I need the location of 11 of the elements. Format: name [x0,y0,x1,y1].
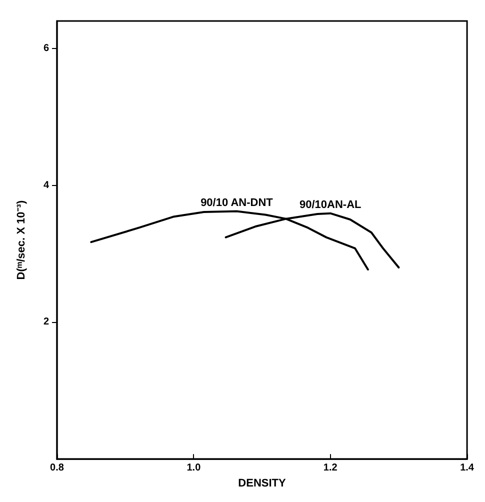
y-tick-label: 2 [43,316,50,328]
y-axis-title: D(ᵐ/sec. X 10⁻³) [16,200,28,280]
series-label: 90/10 AN-DNT [200,196,274,209]
x-axis-title: DENSITY [238,478,287,490]
x-tick-label: 0.8 [50,462,64,474]
x-tick-label: 1.2 [323,462,338,474]
y-tick-label: 6 [43,42,50,54]
x-tick-label: 1.4 [460,462,474,474]
y-tick-label: 4 [43,180,50,191]
series-label: 90/10AN-AL [299,198,362,211]
x-tick-label: 1.0 [186,462,202,474]
